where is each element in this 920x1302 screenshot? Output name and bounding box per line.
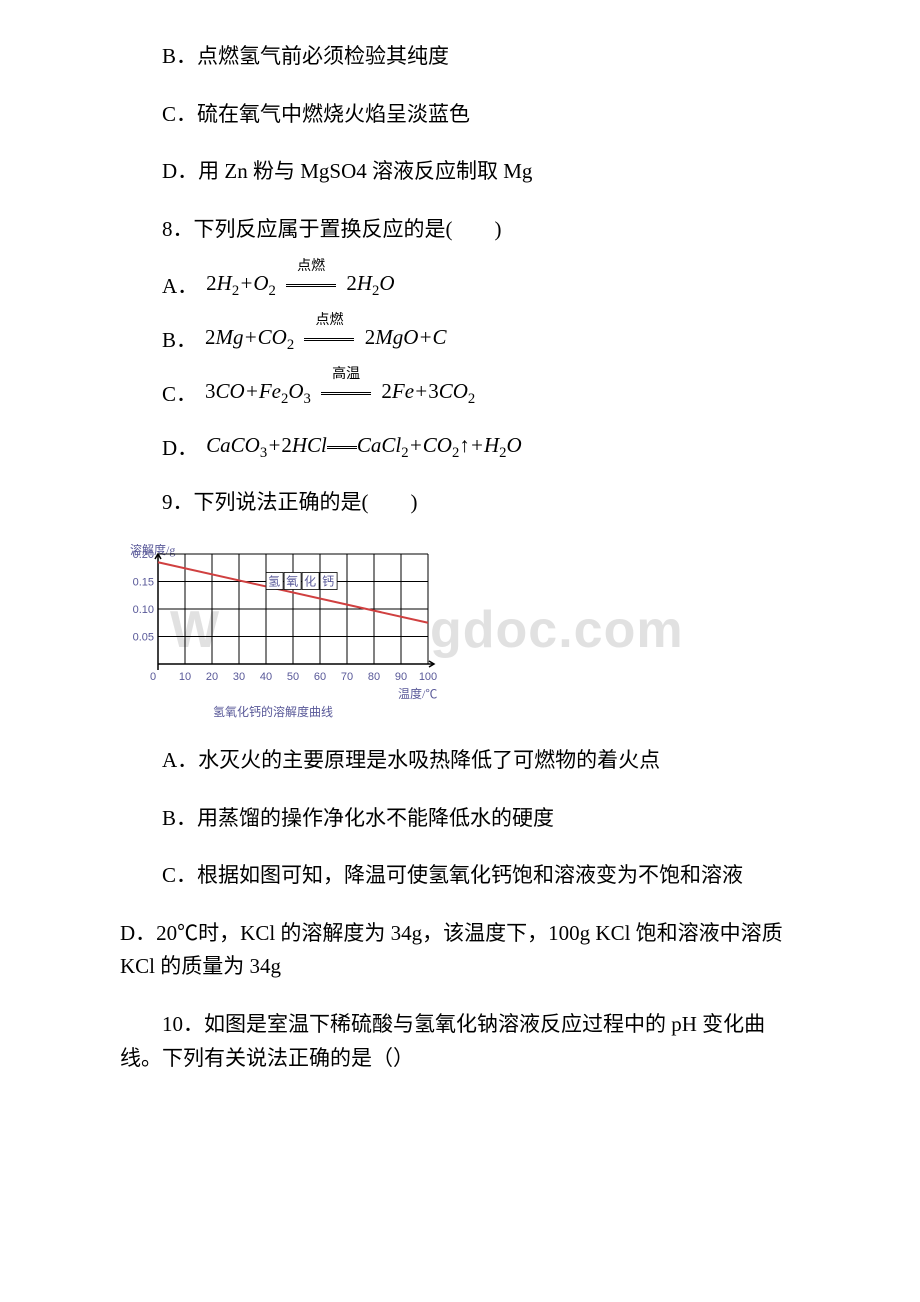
- svg-text:70: 70: [341, 671, 353, 683]
- svg-text:氢: 氢: [268, 573, 280, 588]
- q9-option-b: B．用蒸馏的操作净化水不能降低水的硬度: [120, 802, 800, 836]
- q8-stem: 8．下列反应属于置换反应的是( ): [120, 213, 800, 247]
- svg-text:钙: 钙: [322, 574, 334, 588]
- q8-option-c: C． 3CO+Fe2O3 高温 2Fe+3CO2: [120, 378, 800, 408]
- svg-text:10: 10: [179, 671, 191, 683]
- svg-text:100: 100: [419, 671, 437, 683]
- svg-text:化: 化: [304, 574, 316, 588]
- solubility-chart: 溶解度/g0.050.100.150.200102030405060708090…: [120, 544, 800, 724]
- svg-text:0.15: 0.15: [133, 576, 154, 588]
- svg-text:20: 20: [206, 671, 218, 683]
- svg-text:30: 30: [233, 671, 245, 683]
- q7-option-b: B．点燃氢气前必须检验其纯度: [120, 40, 800, 74]
- q8-c-label: C．: [162, 378, 197, 408]
- q8-b-formula: 2Mg+CO2 点燃 2MgO+C: [205, 325, 447, 354]
- q7-option-d: D．用 Zn 粉与 MgSO4 溶液反应制取 Mg: [120, 155, 800, 189]
- q10-stem: 10．如图是室温下稀硫酸与氢氧化钠溶液反应过程中的 pH 变化曲线。下列有关说法…: [120, 1008, 800, 1075]
- q9-option-d: D．20℃时，KCl 的溶解度为 34g，该温度下，100g KCl 饱和溶液中…: [120, 917, 800, 984]
- svg-text:0.05: 0.05: [133, 631, 154, 643]
- q8-a-formula: 2H2+O2 点燃 2H2O: [206, 271, 394, 300]
- svg-text:50: 50: [287, 671, 299, 683]
- svg-text:氢氧化钙的溶解度曲线: 氢氧化钙的溶解度曲线: [213, 704, 333, 719]
- svg-text:80: 80: [368, 671, 380, 683]
- q8-d-formula: CaCO3+2HClCaCl2+CO2↑+H2O: [206, 433, 521, 462]
- svg-text:0.10: 0.10: [133, 604, 154, 616]
- q9-option-c: C．根据如图可知，降温可使氢氧化钙饱和溶液变为不饱和溶液: [120, 859, 800, 893]
- q8-a-label: A．: [162, 270, 198, 300]
- svg-text:温度/℃: 温度/℃: [398, 686, 437, 701]
- q8-b-label: B．: [162, 324, 197, 354]
- q7-option-c: C．硫在氧气中燃烧火焰呈淡蓝色: [120, 98, 800, 132]
- q8-option-d: D． CaCO3+2HClCaCl2+CO2↑+H2O: [120, 432, 800, 462]
- q9-stem: 9．下列说法正确的是( ): [120, 486, 800, 520]
- svg-text:0.20: 0.20: [133, 549, 154, 561]
- q9-option-a: A．水灭火的主要原理是水吸热降低了可燃物的着火点: [120, 744, 800, 778]
- chart-svg: 溶解度/g0.050.100.150.200102030405060708090…: [120, 544, 460, 724]
- q8-option-a: A． 2H2+O2 点燃 2H2O: [120, 270, 800, 300]
- q8-c-formula: 3CO+Fe2O3 高温 2Fe+3CO2: [205, 379, 475, 408]
- svg-text:60: 60: [314, 671, 326, 683]
- svg-text:0: 0: [150, 671, 156, 683]
- svg-text:氧: 氧: [286, 574, 298, 588]
- q8-option-b: B． 2Mg+CO2 点燃 2MgO+C: [120, 324, 800, 354]
- svg-text:90: 90: [395, 671, 407, 683]
- svg-text:40: 40: [260, 671, 272, 683]
- q8-d-label: D．: [162, 432, 198, 462]
